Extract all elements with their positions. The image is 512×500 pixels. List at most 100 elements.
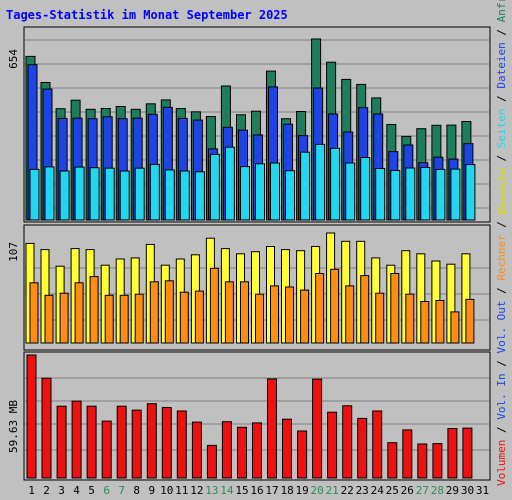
legend-entry: Besuche — [495, 168, 508, 214]
bar-volume — [327, 411, 338, 479]
x-tick-label: 20 — [310, 484, 323, 497]
legend-entry: / — [495, 281, 508, 301]
bar-seiten — [44, 166, 55, 221]
bar-volume — [387, 442, 398, 479]
bar-seiten — [240, 166, 250, 221]
bar-seiten — [194, 171, 205, 221]
bar-rechner — [29, 282, 39, 344]
bar-rechner — [119, 294, 129, 344]
bar-seiten — [300, 151, 311, 221]
right-legend: Volumen / Vol. In / Vol. Out / Rechner /… — [495, 0, 508, 486]
bar-volume — [297, 430, 308, 479]
x-tick-label: 10 — [160, 484, 173, 497]
bar-rechner — [345, 285, 355, 344]
bar-volume — [146, 403, 157, 479]
bar-seiten — [209, 153, 220, 221]
legend-entry: / — [495, 22, 508, 42]
bar-volume — [312, 378, 323, 479]
bar-seiten — [420, 166, 431, 221]
x-tick-label: 11 — [175, 484, 188, 497]
bar-rechner — [330, 268, 340, 344]
panel-max-label: 654 — [7, 49, 20, 69]
bar-seiten — [104, 167, 115, 221]
bar-layer — [25, 38, 476, 479]
x-tick-label: 12 — [190, 484, 203, 497]
bar-volume — [71, 400, 82, 479]
x-tick-label: 3 — [58, 484, 65, 497]
bar-volume — [357, 417, 368, 479]
bar-seiten — [390, 170, 401, 221]
bar-seiten — [134, 167, 145, 221]
bar-rechner — [270, 285, 279, 344]
bar-volume — [116, 405, 127, 479]
bar-rechner — [300, 289, 310, 344]
bar-rechner — [405, 293, 415, 344]
bar-seiten — [360, 157, 371, 221]
bar-volume — [447, 428, 458, 479]
x-tick-label: 26 — [401, 484, 414, 497]
x-tick-label: 21 — [326, 484, 339, 497]
bar-volume — [417, 443, 428, 479]
x-tick-label: 8 — [133, 484, 140, 497]
legend-entry: Seiten — [495, 108, 508, 148]
legend-entry: Rechner — [495, 234, 508, 281]
bar-rechner — [465, 298, 475, 344]
legend-entry: Dateien — [495, 42, 508, 88]
bar-seiten — [465, 164, 476, 221]
bar-seiten — [224, 146, 235, 221]
bar-volume — [462, 427, 473, 479]
x-tick-label: 22 — [341, 484, 354, 497]
bar-volume — [342, 405, 353, 479]
x-tick-label: 31 — [476, 484, 489, 497]
bar-volume — [86, 405, 97, 479]
x-tick-label: 1 — [28, 484, 35, 497]
bar-seiten — [149, 163, 160, 221]
bar-volume — [56, 405, 67, 479]
legend-entry: / — [495, 420, 508, 440]
bar-seiten — [405, 167, 416, 221]
legend-entry: / — [495, 89, 508, 109]
bar-rechner — [315, 273, 325, 344]
bar-volume — [237, 426, 247, 479]
x-tick-label: 14 — [220, 484, 234, 497]
bar-rechner — [134, 293, 144, 344]
x-tick-label: 23 — [356, 484, 369, 497]
bar-volume — [372, 410, 383, 479]
x-tick-label: 30 — [461, 484, 474, 497]
chart-title: Tages-Statistik im Monat September 2025 — [6, 8, 288, 22]
bar-seiten — [315, 143, 326, 221]
x-tick-label: 13 — [205, 484, 218, 497]
x-tick-label: 29 — [446, 484, 459, 497]
x-tick-label: 16 — [250, 484, 263, 497]
bar-rechner — [285, 286, 294, 344]
bar-seiten — [179, 170, 190, 221]
x-tick-label: 15 — [235, 484, 248, 497]
bar-rechner — [179, 291, 189, 344]
x-tick-label: 25 — [386, 484, 399, 497]
x-tick-label: 19 — [295, 484, 308, 497]
bar-rechner — [390, 273, 400, 344]
bar-seiten — [270, 162, 280, 221]
bar-rechner — [360, 275, 370, 344]
legend-entry: Vol. Out — [495, 301, 508, 354]
bar-seiten — [435, 168, 446, 221]
bar-seiten — [164, 169, 175, 221]
bar-volume — [432, 443, 443, 479]
x-tick-label: 28 — [431, 484, 444, 497]
bar-volume — [191, 421, 202, 479]
bar-seiten — [255, 163, 265, 221]
bar-seiten — [375, 168, 386, 221]
bar-volume — [161, 407, 172, 479]
bar-volume — [252, 422, 262, 479]
legend-entry: / — [495, 148, 508, 168]
bar-volume — [402, 429, 413, 479]
x-tick-label: 2 — [43, 484, 50, 497]
legend-entry: Vol. In — [495, 373, 508, 419]
bar-volume — [26, 354, 37, 479]
bar-volume — [101, 420, 112, 479]
x-tick-label: 7 — [118, 484, 125, 497]
bar-rechner — [450, 311, 460, 344]
bar-rechner — [164, 280, 174, 344]
